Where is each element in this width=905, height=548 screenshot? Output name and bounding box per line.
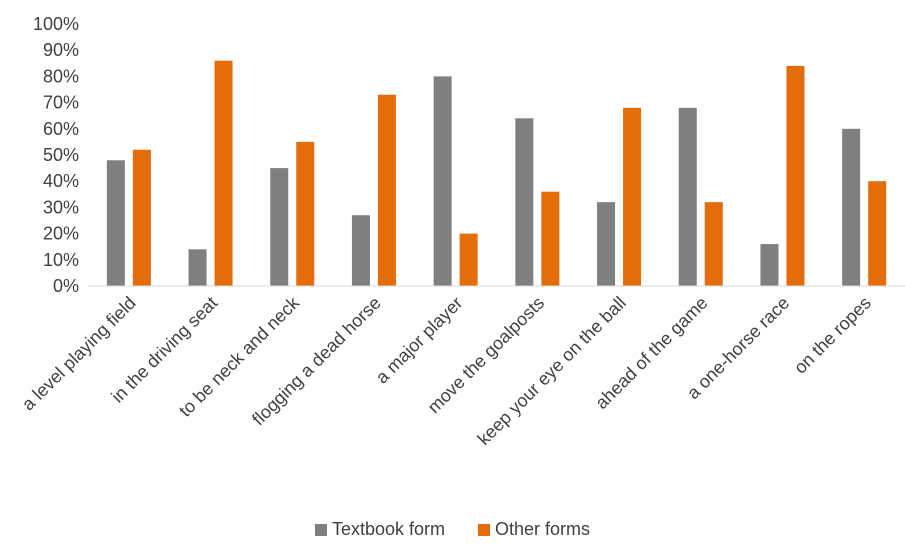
- bar-other-forms: [868, 181, 886, 286]
- legend-label-textbook-form: Textbook form: [332, 519, 445, 540]
- bar-textbook-form: [679, 108, 697, 286]
- bar-series-group: [107, 61, 886, 286]
- y-axis: 0% 10% 20% 30% 40% 50% 60% 70% 80% 90% 100%: [33, 14, 79, 296]
- bar-textbook-form: [760, 244, 778, 286]
- bar-other-forms: [378, 95, 396, 286]
- legend-item-textbook-form: Textbook form: [315, 519, 445, 540]
- legend: Textbook form Other forms: [0, 519, 905, 541]
- bar-textbook-form: [270, 168, 288, 286]
- bar-textbook-form: [842, 129, 860, 286]
- legend-swatch-textbook-form: [315, 524, 327, 536]
- bar-textbook-form: [189, 249, 207, 286]
- y-tick-label: 80%: [43, 66, 79, 86]
- legend-item-other-forms: Other forms: [478, 519, 590, 540]
- y-tick-label: 70%: [43, 93, 79, 113]
- bar-other-forms: [460, 234, 478, 286]
- bar-other-forms: [623, 108, 641, 286]
- bar-textbook-form: [434, 76, 452, 286]
- bar-other-forms: [296, 142, 314, 286]
- y-tick-label: 60%: [43, 119, 79, 139]
- bar-other-forms: [786, 66, 804, 286]
- bar-textbook-form: [107, 160, 125, 286]
- bar-other-forms: [133, 150, 151, 286]
- y-tick-label: 30%: [43, 197, 79, 217]
- y-tick-label: 90%: [43, 40, 79, 60]
- bar-textbook-form: [515, 118, 533, 286]
- legend-label-other-forms: Other forms: [495, 519, 590, 540]
- bar-textbook-form: [597, 202, 615, 286]
- y-tick-label: 100%: [33, 14, 79, 34]
- x-tick-label: keep your eye on the ball: [474, 293, 630, 449]
- bar-other-forms: [541, 192, 559, 286]
- y-tick-label: 40%: [43, 171, 79, 191]
- bar-other-forms: [705, 202, 723, 286]
- legend-swatch-other-forms: [478, 524, 490, 536]
- bar-other-forms: [215, 61, 233, 286]
- y-tick-label: 10%: [43, 250, 79, 270]
- x-tick-label: on the ropes: [790, 293, 875, 378]
- bar-textbook-form: [352, 215, 370, 286]
- y-tick-label: 50%: [43, 145, 79, 165]
- y-tick-label: 20%: [43, 224, 79, 244]
- y-tick-label: 0%: [53, 276, 79, 296]
